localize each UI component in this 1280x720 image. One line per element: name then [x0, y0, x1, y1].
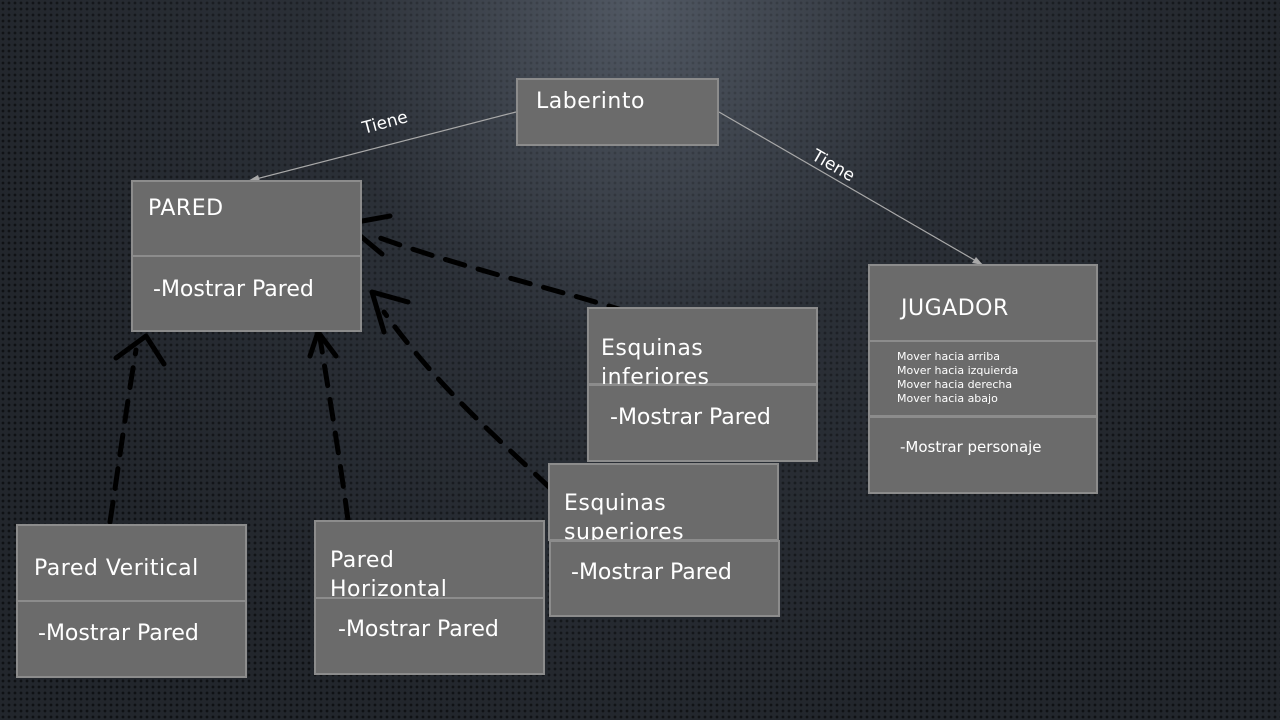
class-pared-horizontal-method: -Mostrar Pared: [338, 617, 499, 642]
class-jugador-title: JUGADOR: [901, 296, 1009, 321]
class-jugador-attributes[interactable]: Mover hacia arriba Mover hacia izquierda…: [868, 340, 1098, 417]
jugador-attribute: Mover hacia abajo: [897, 392, 998, 405]
class-pared-title: PARED: [148, 196, 224, 221]
association-arrowhead: [972, 257, 983, 265]
jugador-attribute: Mover hacia derecha: [897, 378, 1013, 391]
esquinas-superiores-inheritance-line: [381, 309, 553, 491]
class-esquinas-superiores-methods[interactable]: -Mostrar Pared: [549, 540, 780, 617]
class-jugador-header[interactable]: JUGADOR: [868, 264, 1098, 342]
esquinas-superiores-arrowhead: [369, 289, 411, 335]
class-esquinas-superiores-title: Esquinas superiores: [564, 491, 685, 541]
esquinas-inferiores-inheritance-line: [377, 235, 631, 315]
jugador-attribute: Mover hacia izquierda: [897, 364, 1019, 377]
pared-vertical-inheritance-line: [107, 347, 139, 525]
laberinto-pared-association: [247, 111, 517, 182]
class-esquinas-superiores-method: -Mostrar Pared: [571, 560, 732, 585]
class-jugador-method: -Mostrar personaje: [900, 438, 1042, 456]
pared-horizontal-inheritance-line: [317, 335, 351, 523]
class-pared-methods[interactable]: -Mostrar Pared: [131, 255, 362, 332]
class-pared-horizontal-title: Pared Horizontal: [330, 548, 448, 599]
class-pared-vertical-methods[interactable]: -Mostrar Pared: [16, 600, 247, 678]
class-pared-method: -Mostrar Pared: [153, 277, 314, 302]
class-laberinto-title: Laberinto: [536, 89, 645, 114]
jugador-attribute: Mover hacia arriba: [897, 350, 1000, 363]
class-esquinas-inferiores-method: -Mostrar Pared: [610, 405, 771, 430]
class-pared-horizontal-header[interactable]: Pared Horizontal: [314, 520, 545, 599]
class-pared-vertical-method: -Mostrar Pared: [38, 621, 199, 646]
pared-horizontal-arrowhead: [307, 329, 339, 359]
pared-vertical-arrowhead: [113, 333, 167, 367]
laberinto-jugador-association: [718, 111, 984, 266]
class-pared-vertical-header[interactable]: Pared Veritical: [16, 524, 247, 602]
class-jugador-methods[interactable]: -Mostrar personaje: [868, 416, 1098, 494]
class-esquinas-inferiores-title: Esquinas inferiores: [601, 336, 710, 385]
class-pared-vertical-title: Pared Veritical: [34, 556, 199, 581]
association-arrowhead: [248, 175, 260, 181]
class-esquinas-inferiores-header[interactable]: Esquinas inferiores: [587, 307, 818, 385]
class-esquinas-inferiores-methods[interactable]: -Mostrar Pared: [587, 384, 818, 462]
class-esquinas-superiores-header[interactable]: Esquinas superiores: [548, 463, 779, 541]
class-laberinto[interactable]: Laberinto: [516, 78, 719, 146]
class-pared-header[interactable]: PARED: [131, 180, 362, 257]
class-pared-horizontal-methods[interactable]: -Mostrar Pared: [314, 597, 545, 675]
